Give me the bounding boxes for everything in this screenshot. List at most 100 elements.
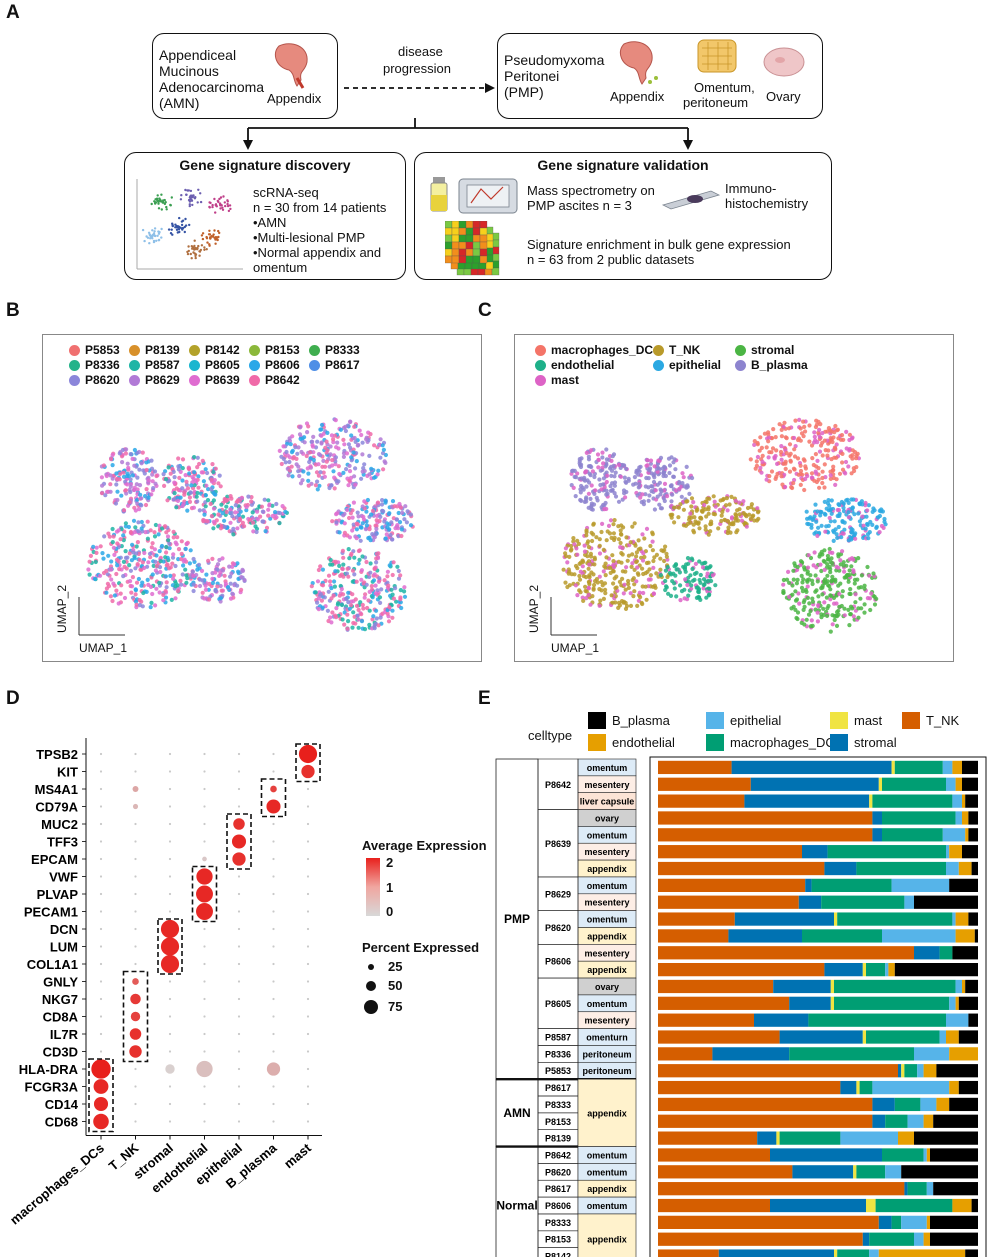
umap-point: [206, 487, 211, 492]
bar-epithelial: [942, 828, 966, 842]
umap-point: [686, 561, 691, 566]
umap-point: [267, 503, 272, 508]
umap-point: [202, 512, 207, 517]
heatmap-cell: [472, 255, 481, 264]
umap-point: [862, 610, 867, 615]
umap-point: [854, 453, 859, 458]
arrow-label-1: disease: [398, 44, 443, 59]
umap-point: [652, 507, 657, 512]
umap-point: [797, 417, 802, 422]
umap-point: [862, 602, 867, 607]
umap-point: [600, 455, 605, 460]
umap-point: [345, 507, 350, 513]
gene-label: HLA-DRA: [19, 1062, 79, 1077]
umap-point: [589, 483, 594, 488]
umap-point: [341, 437, 346, 442]
umap-point: [161, 592, 166, 597]
umap-point: [804, 509, 809, 514]
umap-point: [652, 555, 657, 560]
umap-point: [713, 583, 718, 588]
bar-stromal: [798, 895, 822, 909]
umap-point: [175, 535, 180, 540]
umap-point: [364, 582, 369, 587]
umap-point: [726, 525, 731, 530]
bar-b_plasma: [949, 878, 978, 892]
umap-point: [822, 485, 827, 490]
bar-epithelial: [904, 895, 914, 909]
umap-point: [341, 513, 346, 518]
pct-dot-25: [368, 964, 374, 970]
bar-stromal: [805, 878, 812, 892]
umap-point: [189, 483, 194, 488]
heatmap-cell: [451, 255, 460, 264]
umap-point: [125, 482, 130, 487]
tsne-point: [158, 200, 162, 203]
bar-t_nk: [658, 929, 729, 943]
umap-point: [374, 608, 379, 613]
umap-point: [353, 482, 358, 487]
umap-point: [354, 527, 359, 532]
umap-point: [319, 427, 324, 432]
umap-point: [196, 562, 202, 567]
umap-point: [374, 560, 379, 565]
umap-point: [356, 548, 361, 554]
heatmap-cell: [472, 234, 481, 243]
umap-point: [813, 573, 818, 578]
umap-point: [147, 551, 153, 556]
umap-point: [286, 473, 291, 478]
dot-bg: [168, 1120, 172, 1123]
legend-swatch: [588, 734, 606, 751]
umap-point: [339, 572, 344, 577]
umap-point: [402, 594, 408, 599]
dot-bg: [272, 1050, 275, 1053]
umap-point: [839, 603, 844, 609]
umap-point: [119, 454, 125, 459]
legend-swatch: [69, 374, 80, 386]
umap-point: [340, 617, 345, 622]
umap-point: [114, 471, 119, 476]
umap-point: [827, 550, 833, 555]
umap-point: [674, 594, 679, 599]
umap-point: [644, 526, 650, 531]
legend-item-macrophages_dcs: macrophages_DCs: [535, 343, 660, 357]
umap-point: [402, 585, 407, 590]
umap-point: [651, 479, 657, 485]
umap-point: [850, 606, 855, 611]
umap-point: [152, 469, 158, 474]
tsne-point: [213, 229, 216, 232]
umap-point: [586, 491, 591, 496]
umap-point: [135, 562, 140, 567]
umap-point: [136, 520, 141, 525]
umap-point: [386, 511, 391, 517]
umap-point: [298, 481, 304, 486]
site-label: omentum: [587, 999, 628, 1009]
bar-macrophages_dcs: [904, 1064, 918, 1078]
umap-point: [783, 466, 788, 471]
umap-point: [367, 574, 372, 579]
umap-point: [847, 568, 852, 573]
umap-point: [694, 520, 699, 526]
umap-point: [840, 531, 845, 536]
umap-point: [792, 435, 797, 441]
umap-point: [708, 529, 713, 534]
umap-point: [217, 573, 222, 578]
umap-point: [330, 463, 335, 468]
umap-point: [588, 554, 594, 559]
ovary-icon: [763, 47, 805, 77]
gene-label: VWF: [49, 870, 78, 885]
umap-point: [127, 500, 132, 505]
umap-point: [353, 466, 358, 471]
umap-point: [705, 579, 710, 584]
patient-label-p8629: P8629: [545, 889, 571, 899]
umap-point: [795, 610, 801, 615]
umap-point: [86, 567, 91, 572]
umap-point: [184, 573, 189, 578]
umap-point: [365, 605, 370, 611]
umap-point: [844, 429, 849, 434]
bulk-line2: n = 63 from 2 public datasets: [527, 252, 695, 267]
umap-point: [117, 451, 122, 456]
umap-point: [150, 591, 155, 597]
umap-point: [163, 595, 169, 600]
bar-stromal: [754, 1013, 809, 1027]
umap-point: [376, 468, 381, 473]
